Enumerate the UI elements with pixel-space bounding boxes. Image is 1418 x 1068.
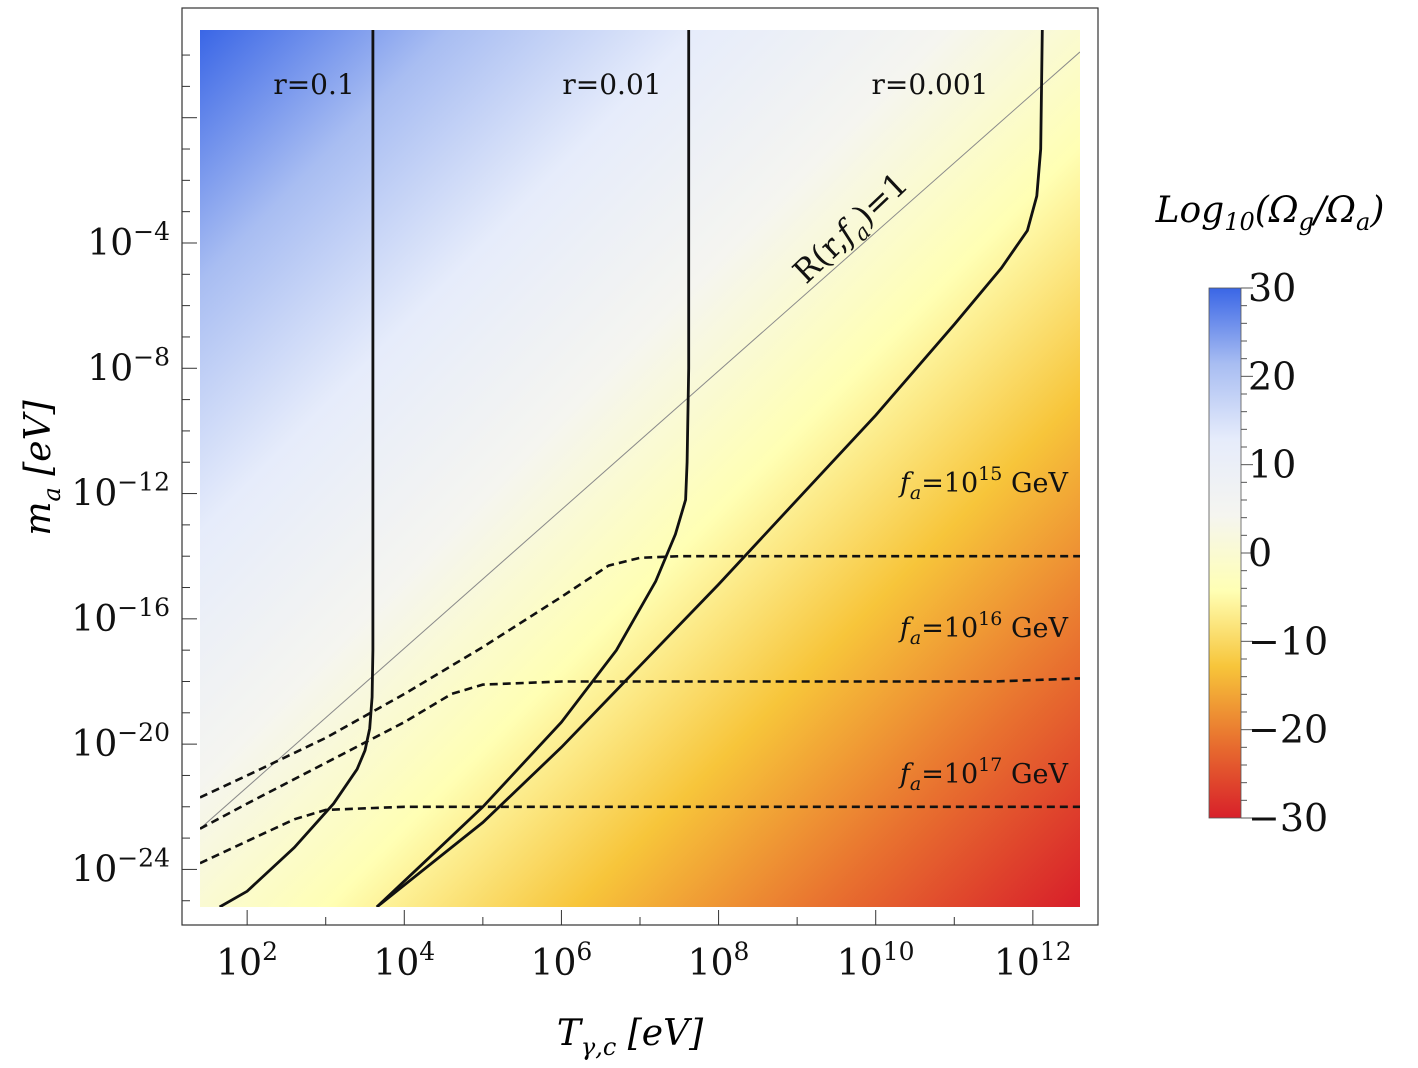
x-tick-sup: 6 <box>576 937 592 966</box>
fa-label-unit: GeV <box>1002 613 1068 644</box>
fa-label-eq: =10 <box>921 613 978 644</box>
fa-curve-1 <box>200 554 1080 799</box>
colorbar <box>1208 287 1242 819</box>
y-tick-label: 10−24 <box>71 843 170 890</box>
y-axis-title-unit: [eV] <box>18 399 59 475</box>
fa-label-unit: GeV <box>1002 759 1068 790</box>
fa-curve-3 <box>200 805 1080 865</box>
r-curve-label-1: r=0.1 <box>273 68 354 101</box>
colorbar-title: Log10(Ωg/Ωa) <box>1155 190 1385 236</box>
y-tick-base: 10 <box>71 474 117 515</box>
colorbar-tick-label: 20 <box>1248 354 1296 398</box>
x-tick-label: 104 <box>373 937 435 984</box>
fa-label-sub: a <box>910 482 921 504</box>
fa-label-sup: 17 <box>978 754 1002 776</box>
x-tick-label: 106 <box>531 937 593 984</box>
x-tick-base: 10 <box>216 943 262 984</box>
colorbar-tick-label: −20 <box>1248 708 1328 752</box>
x-tick-sup: 4 <box>419 937 435 966</box>
y-tick-label: 10−16 <box>71 593 170 640</box>
y-tick-base: 10 <box>87 348 133 389</box>
x-tick-label: 1010 <box>837 937 915 984</box>
colorbar-title-mid: /Ω <box>1311 190 1356 231</box>
x-axis: 102 104 106 108 1010 1012 <box>216 910 1072 984</box>
x-axis-title-unit: [eV] <box>628 1013 704 1054</box>
fa-label-unit: GeV <box>1002 468 1068 499</box>
colorbar-tick-label: 10 <box>1248 443 1296 487</box>
x-tick-sup: 8 <box>734 937 750 966</box>
y-tick-sup: −16 <box>117 593 170 622</box>
r-curve-1 <box>218 30 375 907</box>
colorbar-title-sub: 10 <box>1224 208 1255 236</box>
fa-curve-2 <box>200 677 1080 830</box>
colorbar-title-sub2: g <box>1299 208 1314 236</box>
x-tick-base: 10 <box>994 943 1040 984</box>
x-tick-sup: 10 <box>883 937 915 966</box>
y-tick-sup: −4 <box>133 217 170 246</box>
colorbar-title-rest: (Ω <box>1255 190 1299 231</box>
colorbar-tick-label: −10 <box>1248 619 1328 663</box>
x-tick-label: 102 <box>216 937 278 984</box>
fa-label-sub: a <box>910 627 921 649</box>
y-tick-sup: −24 <box>117 843 170 872</box>
r-curve-2 <box>375 30 691 907</box>
y-tick-sup: −12 <box>117 468 170 497</box>
x-tick-label: 108 <box>688 937 750 984</box>
y-tick-sup: −8 <box>133 342 170 371</box>
colorbar-tick-label: −30 <box>1248 796 1328 840</box>
y-tick-base: 10 <box>71 849 117 890</box>
x-axis-title-sub: γ,c <box>581 1033 616 1061</box>
heatmap-area <box>200 30 1080 907</box>
r-curve-label-3: r=0.001 <box>871 68 988 101</box>
fa-label-eq: =10 <box>921 468 978 499</box>
y-tick-label: 10−8 <box>87 342 170 389</box>
y-tick-base: 10 <box>87 223 133 264</box>
colorbar-title-main: Log <box>1155 190 1225 231</box>
x-tick-sup: 12 <box>1040 937 1072 966</box>
colorbar-tick-label: 30 <box>1248 266 1296 310</box>
colorbar-ticks: 30 20 10 0 −10 −20 −30 <box>1241 266 1328 840</box>
x-tick-label: 1012 <box>994 937 1072 984</box>
fa-label-1: fa=1015 GeV <box>898 463 1069 504</box>
y-axis-title-sub: a <box>38 487 66 501</box>
y-tick-sup: −20 <box>117 718 170 747</box>
y-tick-label: 10−20 <box>71 718 170 765</box>
x-tick-base: 10 <box>373 943 419 984</box>
fa-label-eq: =10 <box>921 759 978 790</box>
fa-label-sub: a <box>910 773 921 795</box>
y-axis-title: ma [eV] <box>18 399 66 535</box>
colorbar-tick-label: 0 <box>1248 531 1272 575</box>
x-tick-base: 10 <box>837 943 883 984</box>
fa-label-sup: 16 <box>978 608 1002 630</box>
fa-label-3: fa=1017 GeV <box>898 754 1069 795</box>
r-curve-label-2: r=0.01 <box>562 68 661 101</box>
fa-label-2: fa=1016 GeV <box>898 608 1069 649</box>
x-axis-title-main: T <box>557 1013 584 1054</box>
x-tick-base: 10 <box>688 943 734 984</box>
x-tick-base: 10 <box>531 943 577 984</box>
x-tick-sup: 2 <box>262 937 278 966</box>
r-equals-one-line <box>200 51 1080 830</box>
y-tick-label: 10−12 <box>71 468 170 515</box>
r-curve-3 <box>375 30 1044 907</box>
y-tick-base: 10 <box>71 599 117 640</box>
colorbar-title-end: ) <box>1369 190 1384 231</box>
fa-label-sup: 15 <box>978 463 1002 485</box>
x-axis-title: Tγ,c [eV] <box>557 1013 704 1061</box>
y-axis-title-main: m <box>18 502 59 536</box>
y-tick-base: 10 <box>71 724 117 765</box>
colorbar-title-sub3: a <box>1356 208 1370 236</box>
y-tick-label: 10−4 <box>87 217 170 264</box>
curves-layer <box>200 30 1080 907</box>
